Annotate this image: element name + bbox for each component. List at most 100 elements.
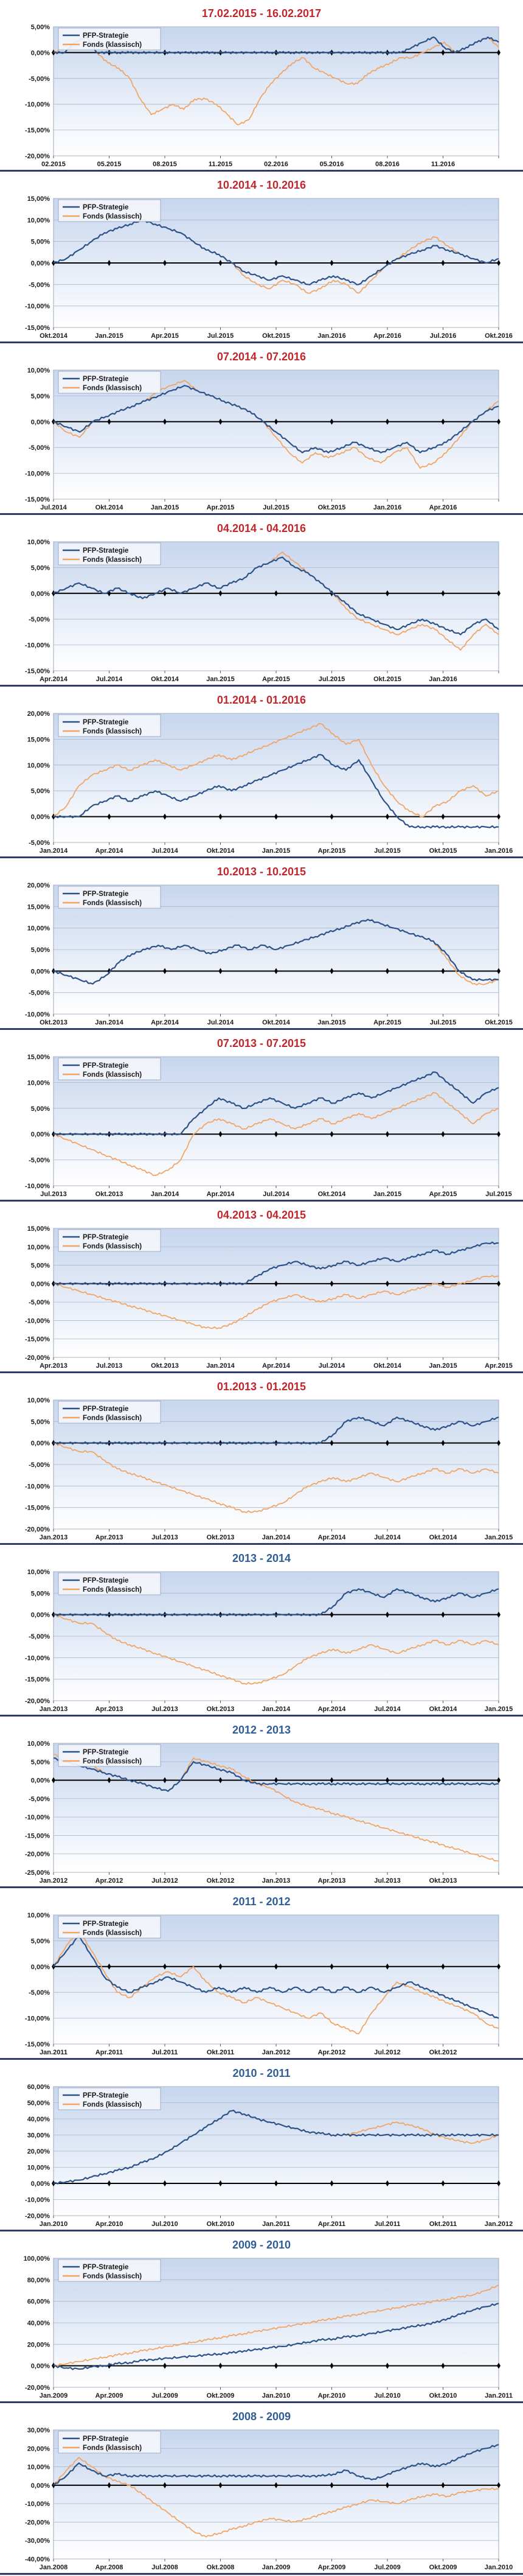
x-tick-label: Apr.2010	[318, 2392, 346, 2399]
baseline-marker	[386, 813, 389, 820]
chart-legend: PFP-Strategie Fonds (klassisch)	[58, 371, 161, 394]
x-tick-label: Apr.2015	[262, 676, 290, 683]
y-tick-label: -5,00%	[29, 1989, 50, 1997]
chart-panel-11: 2012 - 2013 10,00% 5,00% 0,00% -5,00% -10,00%…	[0, 1717, 523, 1888]
baseline-marker	[441, 49, 445, 56]
y-tick-label: 10,00%	[27, 217, 50, 224]
x-tick-label: Jul.2013	[96, 1362, 122, 1370]
baseline-marker	[330, 1963, 334, 1970]
chart-title: 2009 - 2010	[232, 2239, 291, 2251]
x-tick-label: Okt.2013	[207, 1706, 235, 1713]
y-tick-label: 5,00%	[31, 1105, 50, 1113]
panel-divider	[0, 1371, 523, 1373]
x-tick-label: Okt.2015	[485, 1019, 513, 1026]
y-tick-label: -5,00%	[29, 75, 50, 83]
legend-label: Fonds (klassisch)	[83, 41, 142, 49]
y-tick-label: 10,00%	[27, 539, 50, 546]
baseline-marker	[52, 418, 55, 425]
legend-box	[58, 27, 161, 51]
series-line-pfp	[53, 1241, 499, 1286]
baseline-marker	[497, 1611, 500, 1618]
x-tick-label: Jan.2013	[40, 1534, 68, 1541]
x-tick-label: Jul.2009	[151, 2392, 178, 2399]
chart-title: 01.2014 - 01.2016	[217, 694, 306, 706]
chart-legend: PFP-Strategie Fonds (klassisch)	[58, 1744, 161, 1767]
baseline-marker	[274, 968, 278, 975]
baseline-marker	[107, 1963, 111, 1970]
series-line-pfp	[53, 556, 499, 635]
x-tick-label: Apr.2015	[429, 1191, 457, 1198]
legend-label: PFP-Strategie	[83, 2264, 128, 2271]
chart-legend: PFP-Strategie Fonds (klassisch)	[58, 2431, 161, 2454]
chart-panel-7: 07.2013 - 07.2015 15,00% 10,00% 5,00% 0,00% -…	[0, 1030, 523, 1202]
x-tick-label: 05.2015	[97, 161, 122, 168]
x-tick-label: Okt.2014	[207, 847, 235, 855]
baseline-marker	[386, 1963, 389, 1970]
baseline-marker	[441, 813, 445, 820]
legend-label: PFP-Strategie	[83, 891, 128, 898]
series-line-fonds	[53, 1930, 499, 2034]
baseline-marker	[218, 260, 223, 266]
x-tick-label: Jan.2014	[262, 1706, 291, 1713]
legend-box	[58, 1916, 161, 1939]
x-tick-label: Okt.2014	[95, 504, 124, 511]
chart-title: 10.2013 - 10.2015	[217, 866, 306, 878]
baseline-marker	[218, 2362, 223, 2369]
x-tick-label: Okt.2012	[429, 2049, 457, 2056]
baseline-marker	[386, 418, 389, 425]
y-tick-label: 10,00%	[27, 1912, 50, 1919]
y-tick-label: -20,00%	[25, 1851, 50, 1858]
x-tick-label: Jul.2015	[374, 847, 400, 855]
x-tick-label: Apr.2009	[95, 2392, 123, 2399]
baseline-marker	[107, 418, 111, 425]
baseline-marker	[441, 1611, 445, 1618]
legend-label: PFP-Strategie	[83, 2092, 128, 2099]
x-tick-label: Jul.2008	[151, 2564, 178, 2571]
baseline-marker	[441, 1440, 445, 1446]
baseline-marker	[441, 2180, 445, 2186]
baseline-marker	[441, 2362, 445, 2369]
chart-panel-13: 2010 - 2011 60,00% 50,00% 40,00% 30,00% 20,00…	[0, 2060, 523, 2231]
x-tick-label: Jan.2015	[151, 504, 179, 511]
x-tick-label: Jan.2015	[373, 1191, 401, 1198]
chart-title: 01.2013 - 01.2015	[217, 1381, 306, 1393]
x-tick-label: Jul.2013	[40, 1191, 66, 1198]
panel-divider	[0, 1028, 523, 1030]
x-tick-label: Jan.2015	[206, 676, 234, 683]
y-tick-label: 20,00%	[27, 2445, 50, 2452]
legend-box	[58, 371, 161, 394]
baseline-marker	[218, 1440, 223, 1446]
x-tick-label: Jul.2014	[374, 1534, 401, 1541]
y-tick-label: 80,00%	[27, 2277, 50, 2284]
chart-title: 2010 - 2011	[232, 2067, 290, 2079]
y-tick-label: 0,00%	[31, 2482, 50, 2490]
x-tick-label: Jul.2012	[374, 2049, 400, 2056]
y-tick-label: 0,00%	[31, 590, 50, 598]
baseline-marker	[163, 968, 167, 975]
baseline-marker	[441, 260, 445, 266]
baseline-marker	[52, 1777, 55, 1783]
y-tick-label: -15,00%	[25, 1832, 50, 1839]
x-tick-label: Apr.2014	[40, 676, 68, 683]
chart-legend: PFP-Strategie Fonds (klassisch)	[58, 2259, 161, 2282]
baseline-marker	[274, 1963, 278, 1970]
series-line-pfp	[53, 2444, 499, 2486]
x-tick-label: Apr.2014	[151, 1019, 179, 1026]
y-tick-label: -30,00%	[25, 2538, 50, 2545]
y-tick-label: 10,00%	[27, 1397, 50, 1404]
x-tick-label: Okt.2016	[485, 332, 513, 340]
x-tick-label: Okt.2014	[373, 1362, 402, 1370]
y-tick-label: 10,00%	[27, 1079, 50, 1087]
chart-panel-8: 04.2013 - 04.2015 15,00% 10,00% 5,00% 0,00% -…	[0, 1202, 523, 1373]
y-tick-label: -5,00%	[29, 1157, 50, 1164]
x-tick-label: Apr.2009	[318, 2564, 346, 2571]
y-tick-label: 0,00%	[31, 968, 50, 975]
x-tick-label: Jan.2009	[262, 2564, 290, 2571]
baseline-marker	[330, 418, 334, 425]
x-tick-label: Apr.2014	[95, 847, 124, 855]
y-tick-label: 5,00%	[31, 239, 50, 246]
x-tick-label: Jul.2016	[430, 332, 456, 340]
x-tick-label: Okt.2015	[429, 847, 457, 855]
series-line-pfp	[53, 2303, 499, 2370]
